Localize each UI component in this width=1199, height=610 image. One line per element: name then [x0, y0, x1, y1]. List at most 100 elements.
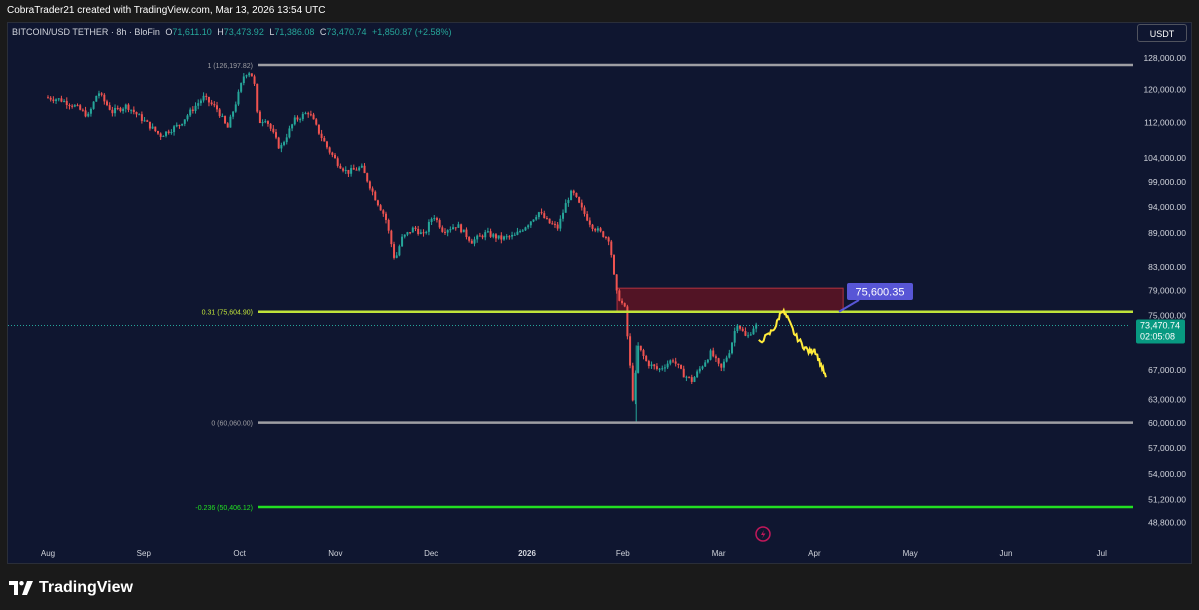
candle-body: [612, 255, 615, 275]
candle-body: [693, 377, 696, 382]
candle: [374, 190, 377, 201]
candle-body: [460, 224, 463, 233]
candle-body: [516, 231, 519, 235]
candle: [156, 130, 159, 135]
candle-body: [599, 228, 602, 232]
candle-body: [242, 76, 245, 84]
candle-body: [55, 99, 58, 101]
candle: [709, 348, 712, 361]
attribution-text: CobraTrader21 created with TradingView.c…: [7, 5, 326, 16]
candle: [237, 89, 240, 106]
candle-body: [191, 109, 194, 111]
candle-body: [645, 356, 648, 361]
candle-body: [511, 234, 514, 237]
candle: [594, 227, 597, 233]
time-tick: Oct: [233, 549, 246, 558]
tradingview-brand[interactable]: TradingView: [9, 577, 133, 599]
candle: [108, 102, 111, 111]
candle: [366, 172, 369, 183]
candle-body: [580, 202, 583, 208]
time-tick: Mar: [712, 549, 726, 558]
candle: [151, 123, 154, 130]
candle: [277, 136, 280, 149]
candle-body: [116, 107, 119, 109]
candle: [698, 366, 701, 374]
candle-body: [363, 165, 366, 174]
time-tick: Aug: [41, 549, 55, 558]
candle: [296, 115, 299, 122]
candle: [167, 129, 170, 135]
candle-body: [350, 168, 353, 174]
candle-body: [60, 98, 63, 102]
candle-body: [181, 123, 184, 126]
candle: [205, 93, 208, 101]
candle-body: [79, 105, 82, 110]
price-tick: 54,000.00: [1148, 469, 1186, 479]
legend-high: 73,473.92: [223, 27, 264, 37]
candle: [417, 225, 420, 236]
candle-body: [736, 325, 739, 332]
candle-body: [334, 154, 337, 159]
candle-body: [562, 212, 565, 219]
candle: [527, 224, 530, 230]
currency-button[interactable]: USDT: [1137, 24, 1187, 42]
candle-body: [226, 123, 229, 128]
candle: [473, 236, 476, 247]
candle: [607, 236, 610, 246]
candle: [122, 107, 125, 114]
candle: [615, 274, 618, 294]
candle-body: [489, 231, 492, 237]
candle-body: [384, 213, 387, 220]
candle-body: [572, 190, 575, 193]
candle-body: [564, 203, 567, 213]
candle: [516, 227, 519, 236]
candle-body: [111, 109, 114, 114]
candle: [722, 358, 725, 372]
candle: [688, 376, 691, 379]
candle-body: [513, 234, 516, 236]
candle: [728, 349, 731, 359]
candle-body: [186, 115, 189, 120]
candle-body: [307, 113, 310, 115]
replay-icon[interactable]: [755, 526, 771, 542]
candle: [521, 228, 524, 232]
candle: [57, 98, 60, 102]
candle: [460, 223, 463, 234]
legend-symbol[interactable]: BITCOIN/USD TETHER · 8h · BloFin: [12, 27, 160, 37]
candle-body: [602, 231, 605, 237]
price-tick: 48,800.00: [1148, 518, 1186, 528]
candle: [570, 189, 573, 201]
chart-pane[interactable]: [7, 22, 1192, 564]
candle: [623, 302, 626, 308]
legend-low: 71,386.08: [274, 27, 315, 37]
candle-body: [755, 324, 758, 329]
candle: [545, 216, 548, 220]
candle: [621, 298, 624, 305]
candle: [626, 304, 629, 340]
fib-level: -0.236 (50,406.12): [195, 505, 1133, 512]
candle-body: [532, 219, 535, 222]
annotation-pointer: [838, 299, 860, 313]
candle-body: [47, 97, 49, 99]
candle: [749, 332, 752, 336]
candle: [671, 358, 674, 364]
time-tick: Apr: [808, 549, 821, 558]
candle-body: [315, 119, 318, 125]
candle: [731, 341, 734, 355]
time-tick: Sep: [137, 549, 152, 558]
candle: [500, 232, 503, 244]
candle: [395, 252, 398, 259]
candle-body: [199, 100, 202, 104]
candle-body: [537, 212, 540, 218]
candle-body: [250, 73, 253, 77]
candle: [344, 166, 347, 175]
candle-body: [189, 109, 192, 116]
candle-body: [146, 120, 149, 122]
candle-body: [653, 364, 656, 367]
candle: [242, 73, 245, 86]
candle-body: [505, 236, 508, 238]
candle-body: [671, 360, 674, 362]
candle: [505, 234, 508, 240]
candle-body: [607, 237, 610, 242]
